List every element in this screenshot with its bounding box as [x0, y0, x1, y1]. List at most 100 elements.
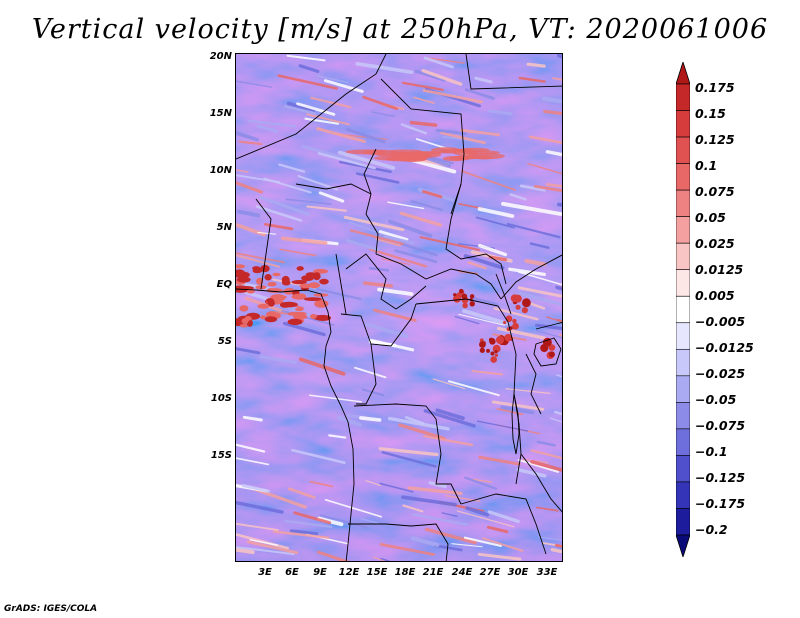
velocity-streak — [236, 181, 264, 194]
velocity-streak — [474, 76, 493, 84]
velocity-streak — [282, 321, 326, 337]
velocity-streak — [517, 291, 562, 307]
velocity-streak — [399, 211, 443, 227]
colorbar-segment — [676, 189, 690, 217]
velocity-streak — [398, 423, 446, 441]
velocity-patch — [236, 264, 246, 269]
velocity-streak — [524, 258, 547, 267]
velocity-streak — [304, 117, 340, 125]
velocity-patch — [287, 318, 303, 326]
velocity-streak — [372, 556, 387, 561]
colorbar-segment — [676, 508, 690, 536]
colorbar-label: 0.175 — [695, 80, 735, 95]
velocity-patch — [503, 320, 507, 325]
border-line — [345, 253, 427, 310]
velocity-patch — [295, 307, 304, 312]
velocity-streak — [236, 547, 255, 555]
border-line — [363, 148, 379, 255]
lon-label: 27E — [479, 567, 501, 578]
border-line — [520, 453, 562, 513]
velocity-streak — [236, 252, 285, 264]
colorbar-segment — [676, 295, 690, 324]
velocity-streak — [517, 271, 562, 286]
velocity-streak — [409, 120, 438, 127]
velocity-patch — [492, 344, 501, 353]
lat-label: 20N — [209, 51, 232, 62]
velocity-streak — [289, 529, 319, 536]
velocity-streak — [319, 514, 368, 529]
velocity-streak — [486, 525, 509, 534]
velocity-patch — [257, 303, 270, 309]
velocity-patch — [397, 155, 428, 162]
coastline — [236, 288, 355, 561]
velocity-streak — [465, 506, 490, 517]
border-line — [356, 343, 377, 405]
velocity-streak — [488, 109, 513, 116]
velocity-streak — [423, 409, 476, 428]
velocity-streak — [387, 416, 450, 431]
border-line — [535, 322, 562, 330]
velocity-streak — [257, 231, 277, 235]
velocity-patch — [279, 302, 291, 308]
velocity-streak — [536, 330, 562, 339]
velocity-patch — [272, 272, 281, 277]
velocity-streak — [488, 255, 508, 262]
velocity-streak — [432, 378, 466, 390]
velocity-streak — [427, 57, 465, 64]
velocity-streak — [516, 468, 547, 478]
velocity-patch — [287, 311, 305, 316]
velocity-streak — [518, 76, 546, 83]
velocity-patch — [521, 307, 528, 314]
velocity-streak — [293, 511, 332, 525]
velocity-streak — [491, 400, 545, 411]
velocity-streak — [246, 540, 299, 555]
velocity-streak — [456, 510, 515, 528]
border-line — [525, 353, 542, 415]
velocity-streak — [454, 316, 480, 325]
velocity-streak — [534, 184, 562, 193]
velocity-streak — [309, 480, 334, 488]
velocity-streak — [315, 287, 362, 301]
colorbar-segment — [676, 110, 690, 138]
velocity-streak — [286, 101, 316, 112]
border-line — [255, 198, 272, 290]
velocity-streak — [508, 267, 546, 277]
velocity-patch — [453, 293, 457, 297]
velocity-patch — [479, 347, 485, 353]
velocity-patch — [461, 293, 468, 300]
colorbar-label: 0.025 — [695, 236, 735, 251]
vertical-velocity-map — [235, 53, 563, 562]
velocity-streak — [528, 135, 562, 145]
velocity-patch — [312, 272, 321, 281]
velocity-patch — [266, 298, 274, 303]
velocity-streak — [236, 347, 261, 355]
velocity-patch — [512, 322, 519, 330]
velocity-patch — [542, 337, 552, 347]
velocity-streak — [306, 205, 348, 212]
velocity-streak — [464, 88, 495, 100]
velocity-streak — [296, 102, 336, 116]
lat-label: EQ — [216, 279, 232, 290]
velocity-streak — [530, 449, 562, 460]
velocity-patch — [270, 294, 286, 302]
colorbar-segment — [676, 163, 690, 191]
lon-label: 30E — [507, 567, 529, 578]
velocity-streak — [471, 369, 504, 376]
velocity-streak — [545, 183, 562, 188]
velocity-streak — [236, 282, 261, 288]
velocity-streak — [477, 207, 515, 218]
lon-label: 6E — [285, 567, 299, 578]
velocity-streak — [379, 482, 414, 493]
velocity-patch — [512, 318, 517, 324]
velocity-streak — [463, 254, 505, 270]
velocity-streak — [255, 205, 303, 222]
velocity-streak — [414, 69, 447, 82]
lat-label: 5N — [216, 222, 232, 233]
velocity-patch — [308, 282, 320, 289]
border-line — [348, 523, 449, 561]
velocity-streak — [509, 193, 527, 201]
velocity-streak — [505, 388, 551, 394]
velocity-streak — [422, 190, 443, 199]
colorbar-label: −0.1 — [695, 444, 728, 459]
velocity-patch — [494, 353, 499, 357]
